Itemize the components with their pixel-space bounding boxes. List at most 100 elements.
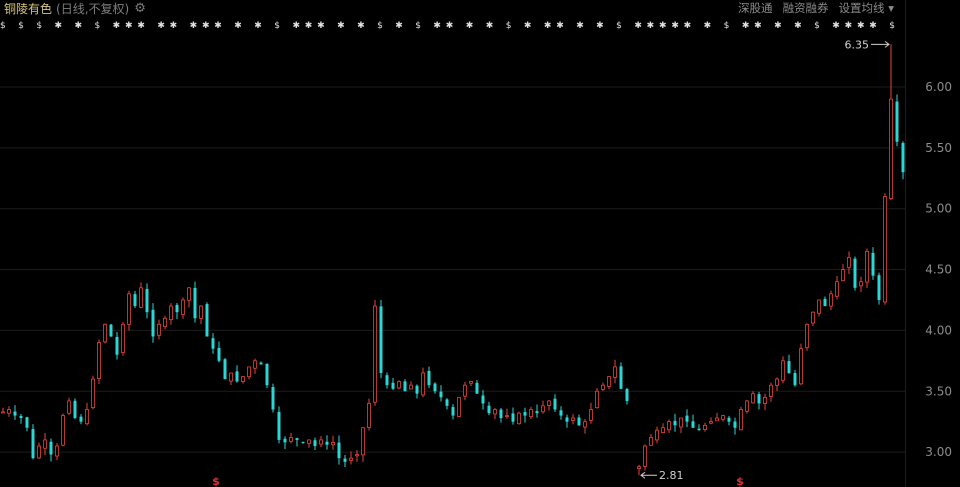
candle-body	[343, 458, 347, 462]
candle-body	[247, 366, 251, 378]
candle-body	[625, 388, 629, 401]
candle-body	[835, 281, 839, 297]
candle-body	[667, 421, 671, 431]
candle-body	[637, 466, 641, 469]
candle-body	[205, 304, 209, 337]
candle-body	[145, 288, 149, 313]
candle-body	[757, 394, 761, 404]
candle-body	[229, 372, 233, 382]
candle-body	[895, 101, 899, 142]
price-axis-divider	[905, 0, 906, 487]
candle-body	[679, 417, 683, 428]
stock-name[interactable]: 铜陵有色	[4, 1, 53, 16]
candle-body	[823, 298, 827, 307]
candle-body	[745, 400, 749, 412]
candle-body	[871, 252, 875, 276]
candle-body	[643, 445, 647, 467]
candle-body	[829, 293, 833, 307]
arrow-right-icon	[871, 41, 890, 48]
candle-body	[475, 382, 479, 394]
candle-body	[811, 311, 815, 324]
candle-body	[889, 98, 893, 199]
candle-body	[763, 396, 767, 405]
candle-body	[337, 442, 341, 459]
candle-body	[361, 427, 365, 456]
candle-body	[523, 412, 527, 416]
candle-body	[541, 405, 545, 413]
candle-body	[853, 258, 857, 288]
candle-body	[421, 372, 425, 396]
candle-body	[55, 445, 59, 457]
candle-body	[583, 421, 587, 428]
candle-body	[559, 410, 563, 416]
candle-body	[301, 441, 305, 443]
candle-body	[31, 429, 35, 459]
candle-body	[601, 384, 605, 390]
candle-body	[703, 424, 707, 430]
candle-body	[685, 415, 689, 422]
candle-body	[481, 395, 485, 404]
candle-body	[439, 391, 443, 398]
dividend-marker: $	[212, 475, 220, 487]
candle-body	[691, 421, 695, 428]
candle-body	[445, 399, 449, 406]
candle-body	[415, 385, 419, 394]
candle-body	[307, 439, 311, 444]
y-tick-label: 4.00	[925, 323, 952, 337]
candle-body	[109, 324, 113, 337]
y-tick-label: 5.00	[925, 202, 952, 216]
candle-body	[193, 288, 197, 319]
candle-body	[673, 420, 677, 426]
set-moving-average-dropdown[interactable]: 设置均线 ▾	[839, 0, 894, 16]
candle-body	[43, 439, 47, 449]
y-tick-label: 4.50	[925, 263, 952, 277]
candle-body	[847, 256, 851, 268]
candle-body	[577, 417, 581, 426]
candle-body	[25, 417, 29, 428]
candle-body	[877, 275, 881, 300]
gear-icon[interactable]: ⚙	[134, 0, 146, 16]
min-price-label: 2.81	[659, 469, 684, 482]
candle-body	[751, 393, 755, 404]
candle-body	[715, 417, 719, 422]
candle-body	[115, 336, 119, 355]
candle-body	[37, 445, 41, 459]
candle-body	[289, 437, 293, 442]
candle-body	[139, 287, 143, 308]
candle-body	[565, 417, 569, 422]
candle-body	[97, 342, 101, 379]
candle-body	[283, 438, 287, 443]
candle-body	[13, 411, 17, 416]
candle-body	[73, 400, 77, 419]
candle-body	[721, 415, 725, 420]
candle-body	[121, 323, 125, 353]
candle-body	[769, 384, 773, 397]
y-tick-label: 5.50	[925, 141, 952, 155]
candle-body	[373, 305, 377, 403]
candle-body	[535, 411, 539, 414]
candle-body	[151, 309, 155, 337]
candle-body	[7, 409, 11, 414]
candle-body	[19, 416, 23, 419]
candle-body	[619, 366, 623, 389]
candle-body	[91, 378, 95, 409]
candle-body	[259, 362, 263, 365]
candle-body	[511, 413, 515, 422]
candle-body	[451, 407, 455, 416]
candle-body	[133, 294, 137, 307]
candle-body	[61, 415, 65, 446]
candle-body	[799, 348, 803, 385]
candle-body	[325, 441, 329, 445]
candle-body	[487, 405, 491, 414]
candle-body	[271, 387, 275, 410]
event-markers-row: $ $ $ ✱ ✱ $ ✱✱✱ ✱✱ ✱✱✱ ✱ ✱ $ ✱✱✱ ✱ ✱ $ ✱…	[0, 21, 895, 31]
candle-body	[901, 142, 905, 173]
arrow-left-icon	[640, 471, 657, 479]
candle-body	[199, 305, 203, 319]
candle-body	[433, 383, 437, 392]
link-margin-trading[interactable]: 融资融券	[782, 1, 829, 15]
link-shenzhen-connect[interactable]: 深股通	[738, 1, 773, 15]
candle-body	[655, 429, 659, 441]
candle-body	[499, 409, 503, 419]
